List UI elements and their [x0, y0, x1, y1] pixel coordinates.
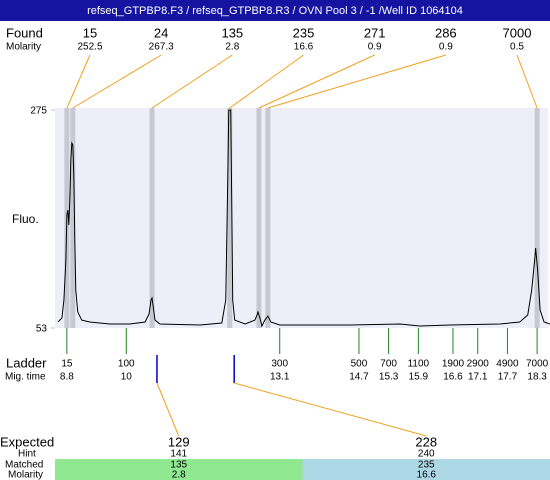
header-title: refseq_GTPBP8.F3 / refseq_GTPBP8.R3 / OV…: [87, 5, 463, 17]
found-molarity: 0.5: [510, 42, 524, 53]
expected-leader: [234, 382, 427, 437]
expected-leader: [156, 382, 180, 437]
found-label: Found: [6, 25, 43, 40]
hint-size: 240: [418, 449, 435, 460]
ladder-size: 7000: [526, 359, 549, 370]
found-leader: [151, 54, 233, 109]
ladder-size: 100: [118, 359, 135, 370]
ladder-time: 15.9: [409, 372, 429, 383]
ladder-size: 500: [351, 359, 368, 370]
ladder-time: 14.7: [349, 372, 369, 383]
found-band: [534, 108, 540, 328]
found-size: 7000: [503, 25, 532, 40]
found-molarity: 252.5: [77, 42, 102, 53]
found-band: [70, 108, 76, 328]
header-bar: [0, 0, 550, 21]
y-tick-label: 53: [36, 324, 48, 335]
found-molarity-label: Molarity: [6, 42, 41, 53]
found-leader: [72, 54, 162, 109]
expected-label: Expected: [0, 434, 54, 449]
molarity-label: Molarity: [8, 470, 43, 480]
ladder-size: 2900: [467, 359, 490, 370]
ladder-time: 8.8: [60, 372, 74, 383]
ladder-size: 700: [380, 359, 397, 370]
found-molarity: 0.9: [368, 42, 382, 53]
found-band: [149, 108, 155, 328]
found-size: 15: [83, 25, 97, 40]
matched-bar: [302, 459, 550, 480]
found-size: 271: [364, 25, 386, 40]
hint-size: 141: [170, 449, 187, 460]
found-leader: [229, 54, 304, 109]
ladder-size: 4900: [496, 359, 519, 370]
found-leader: [66, 54, 91, 109]
ladder-time: 15.3: [379, 372, 399, 383]
ladder-size: 300: [271, 359, 288, 370]
found-size: 286: [435, 25, 457, 40]
matched-molarity: 16.6: [417, 470, 437, 480]
found-molarity: 2.8: [225, 42, 239, 53]
matched-molarity: 2.8: [172, 470, 186, 480]
y-axis-label: Fluo.: [12, 212, 39, 226]
found-band: [265, 108, 271, 328]
found-leader: [267, 54, 446, 109]
hint-label: Hint: [18, 449, 36, 460]
found-molarity: 0.9: [439, 42, 453, 53]
ladder-label: Ladder: [6, 355, 47, 370]
plot-area: [55, 108, 548, 328]
matched-size: 235: [418, 460, 435, 471]
found-band: [227, 108, 233, 328]
ladder-size: 15: [61, 359, 73, 370]
ladder-time: 13.1: [270, 372, 290, 383]
ladder-time-label: Mig. time: [5, 372, 46, 383]
found-molarity: 16.6: [294, 42, 314, 53]
matched-bar: [55, 459, 303, 480]
ladder-time: 10: [121, 372, 133, 383]
ladder-time: 17.7: [498, 372, 518, 383]
found-size: 24: [154, 25, 168, 40]
found-size: 235: [293, 25, 315, 40]
ladder-time: 18.3: [527, 372, 547, 383]
found-band: [256, 108, 262, 328]
expected-size: 129: [168, 434, 190, 449]
found-size: 135: [221, 25, 243, 40]
y-tick-label: 275: [30, 106, 47, 117]
found-leader: [258, 54, 375, 109]
ladder-size: 1900: [442, 359, 465, 370]
ladder-time: 16.6: [443, 372, 463, 383]
expected-size: 228: [415, 434, 437, 449]
matched-size: 135: [170, 460, 187, 471]
trace: [57, 109, 550, 328]
found-molarity: 267.3: [149, 42, 174, 53]
found-leader: [516, 54, 538, 109]
ladder-time: 17.1: [468, 372, 488, 383]
ladder-size: 1100: [408, 359, 430, 370]
matched-label: Matched: [5, 460, 43, 471]
